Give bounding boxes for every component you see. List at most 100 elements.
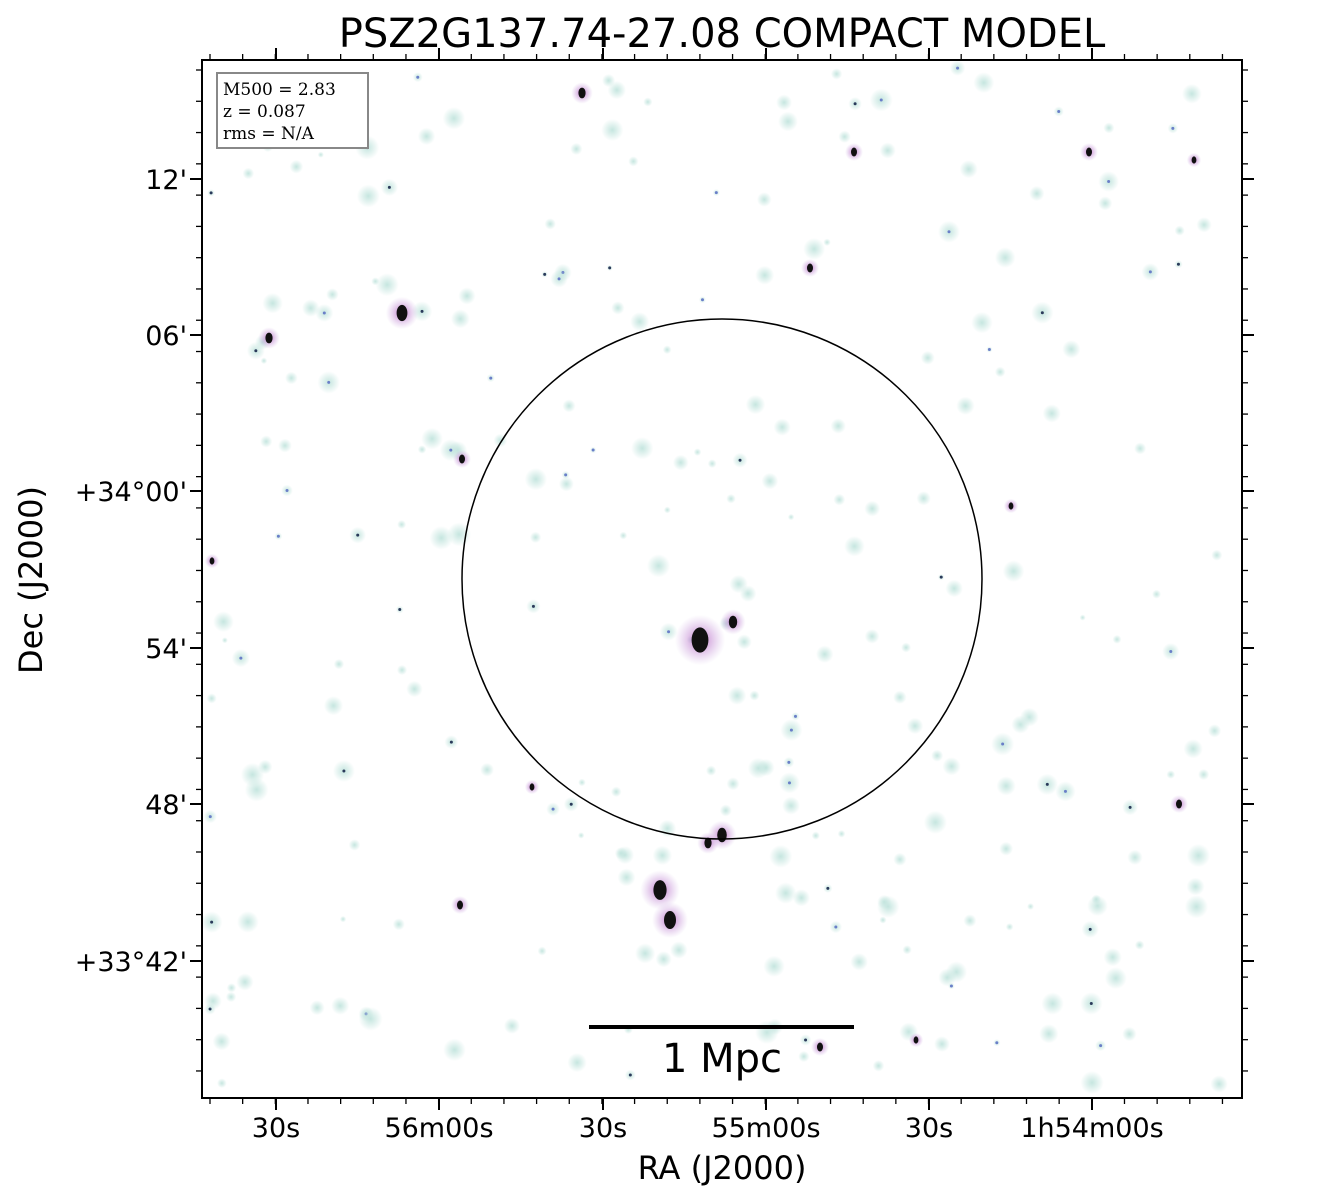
faint-source: [1166, 770, 1176, 779]
point-source: [995, 1041, 999, 1045]
point-source: [738, 458, 742, 462]
faint-source: [655, 951, 672, 968]
faint-source: [850, 953, 868, 971]
faint-source: [996, 776, 1016, 796]
faint-source: [942, 757, 961, 776]
y-tick-label: 54': [145, 634, 187, 665]
y-tick-label: 06': [145, 321, 187, 352]
point-source: [342, 769, 346, 773]
faint-source: [726, 777, 740, 791]
faint-source: [1134, 940, 1145, 950]
source-core: [396, 304, 408, 322]
point-source: [787, 781, 791, 785]
faint-source: [262, 292, 283, 314]
faint-source: [358, 1006, 383, 1031]
faint-source: [830, 418, 846, 434]
point-source: [939, 575, 943, 579]
point-source: [449, 448, 453, 452]
faint-source: [973, 72, 995, 94]
faint-source: [879, 142, 896, 159]
source-core: [691, 627, 709, 653]
point-source: [834, 925, 838, 929]
faint-source: [1080, 1070, 1104, 1095]
point-source: [1040, 311, 1044, 315]
faint-source: [206, 693, 217, 704]
point-source: [210, 920, 214, 924]
faint-source: [893, 852, 907, 866]
faint-source: [999, 841, 1014, 856]
faint-source: [769, 844, 793, 868]
faint-source: [838, 130, 851, 143]
faint-source: [963, 914, 977, 928]
faint-source: [1103, 948, 1122, 967]
faint-source: [971, 311, 993, 334]
point-source: [557, 277, 561, 281]
point-source: [1063, 789, 1067, 793]
faint-source: [1103, 122, 1115, 134]
faint-source: [646, 554, 671, 578]
faint-source: [1011, 715, 1030, 734]
faint-source: [1186, 877, 1205, 896]
point-source: [398, 608, 402, 612]
faint-source: [631, 437, 654, 460]
axes: 30s 56m00s 30s 55m00s 30s 1h54m00s 12' 06' +34°0…: [75, 48, 1254, 1144]
faint-source: [458, 287, 476, 305]
faint-source: [902, 945, 912, 955]
faint-source: [529, 531, 542, 544]
source-core: [653, 880, 667, 900]
point-source: [879, 98, 883, 102]
faint-source: [782, 796, 801, 815]
point-source: [1107, 180, 1111, 184]
faint-source: [417, 127, 436, 146]
faint-source: [406, 680, 423, 698]
y-axis-label: Dec (J2000): [12, 486, 50, 674]
image-area: [202, 60, 1242, 1098]
faint-source: [392, 918, 405, 931]
faint-source: [619, 531, 628, 540]
faint-source: [705, 765, 717, 776]
source-core: [1008, 502, 1014, 510]
faint-source: [429, 525, 454, 550]
faint-source: [994, 366, 1006, 378]
point-source: [489, 376, 493, 380]
point-source: [564, 473, 568, 477]
frame: [201, 59, 1243, 1099]
faint-source: [1182, 83, 1202, 104]
faint-source: [278, 438, 292, 453]
faint-source: [923, 810, 947, 834]
faint-source: [339, 915, 347, 923]
faint-source: [450, 309, 470, 329]
source-core: [1191, 156, 1197, 164]
point-source: [1057, 109, 1061, 113]
faint-source: [1091, 894, 1102, 905]
faint-source: [1127, 849, 1143, 865]
faint-source: [213, 611, 234, 633]
faint-source: [1198, 768, 1210, 781]
faint-source: [301, 299, 320, 317]
source-core: [913, 1036, 919, 1044]
faint-source: [1042, 404, 1061, 423]
source-core: [459, 454, 465, 464]
x-tick-label: 30s: [579, 1113, 627, 1144]
faint-source: [442, 107, 466, 130]
point-source: [543, 272, 547, 276]
faint-source: [837, 830, 846, 838]
faint-source: [225, 991, 237, 1003]
faint-source: [726, 493, 736, 504]
point-source: [254, 349, 258, 353]
faint-source: [562, 399, 576, 413]
faint-source: [217, 1078, 227, 1089]
faint-source: [396, 664, 408, 676]
faint-source: [236, 973, 254, 991]
point-source: [449, 740, 453, 744]
faint-source: [260, 435, 273, 448]
source-core: [1086, 147, 1092, 157]
faint-source: [443, 1038, 466, 1062]
faint-source: [739, 585, 757, 602]
r500-circle: [461, 318, 983, 840]
x-tick-label: 1h54m00s: [1020, 1113, 1163, 1144]
point-source: [416, 75, 420, 79]
faint-source: [749, 690, 760, 701]
faint-source: [326, 288, 339, 301]
faint-source: [747, 757, 769, 779]
